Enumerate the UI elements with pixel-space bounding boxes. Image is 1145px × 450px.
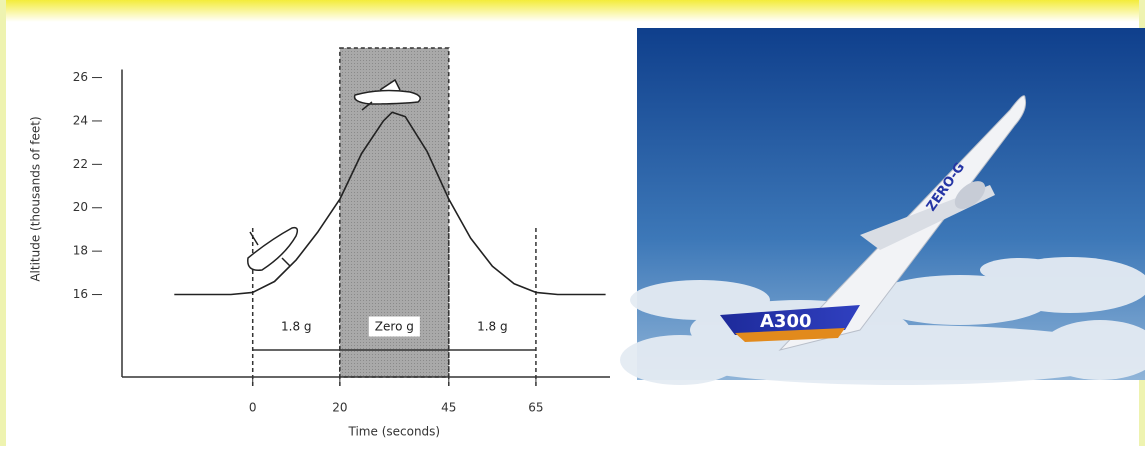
y-tick-label: 22 xyxy=(73,157,88,171)
header-band xyxy=(0,0,1145,22)
airplane xyxy=(720,95,1026,351)
phase-label: 1.8 g xyxy=(281,320,312,334)
photo: A300 ZERO-G xyxy=(620,28,1145,385)
x-tick-label: 0 xyxy=(249,401,257,415)
x-tick-label: 45 xyxy=(441,401,456,415)
y-tick-label: 24 xyxy=(73,113,88,127)
photo-label: A300 xyxy=(760,311,812,332)
chart: 1.8 g Zero g 1.8 g 16 18 20 22 24 26 0 20 45 65 Time … xyxy=(29,47,610,439)
left-edge xyxy=(0,0,6,446)
plane-sketch xyxy=(247,226,299,271)
altitude-line xyxy=(174,111,606,296)
y-axis-label: Altitude (thousands of feet) xyxy=(29,116,43,281)
y-tick-label: 20 xyxy=(73,200,88,214)
phase-label: Zero g xyxy=(375,320,414,334)
x-axis-label: Time (seconds) xyxy=(348,425,441,439)
plane-sketch xyxy=(353,78,421,111)
x-tick-label: 20 xyxy=(332,401,347,415)
y-tick-label: 18 xyxy=(73,244,88,258)
phase-label-bg xyxy=(368,316,420,337)
phase-label: 1.8 g xyxy=(477,320,508,334)
x-tick-label: 65 xyxy=(528,401,543,415)
y-tick-label: 26 xyxy=(73,70,88,84)
y-tick-label: 16 xyxy=(73,287,88,301)
